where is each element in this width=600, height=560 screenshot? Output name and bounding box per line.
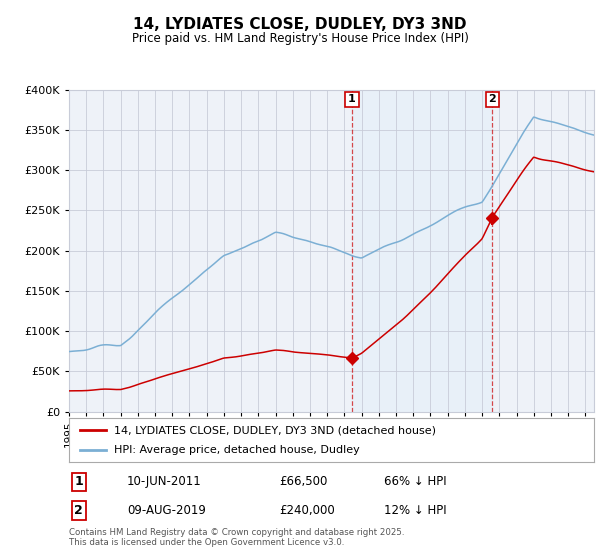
Text: £240,000: £240,000 — [279, 504, 335, 517]
Text: 1: 1 — [74, 475, 83, 488]
Text: 14, LYDIATES CLOSE, DUDLEY, DY3 3ND: 14, LYDIATES CLOSE, DUDLEY, DY3 3ND — [133, 17, 467, 32]
Bar — [352, 90, 493, 412]
Text: £66,500: £66,500 — [279, 475, 328, 488]
Text: Contains HM Land Registry data © Crown copyright and database right 2025.
This d: Contains HM Land Registry data © Crown c… — [69, 528, 404, 547]
Text: 66% ↓ HPI: 66% ↓ HPI — [384, 475, 446, 488]
Text: 1: 1 — [348, 95, 356, 104]
Text: Price paid vs. HM Land Registry's House Price Index (HPI): Price paid vs. HM Land Registry's House … — [131, 32, 469, 45]
Text: 2: 2 — [488, 95, 496, 104]
Text: 10-JUN-2011: 10-JUN-2011 — [127, 475, 202, 488]
Text: 12% ↓ HPI: 12% ↓ HPI — [384, 504, 446, 517]
Text: 14, LYDIATES CLOSE, DUDLEY, DY3 3ND (detached house): 14, LYDIATES CLOSE, DUDLEY, DY3 3ND (det… — [113, 425, 436, 435]
Text: 09-AUG-2019: 09-AUG-2019 — [127, 504, 206, 517]
Text: HPI: Average price, detached house, Dudley: HPI: Average price, detached house, Dudl… — [113, 445, 359, 455]
Text: 2: 2 — [74, 504, 83, 517]
